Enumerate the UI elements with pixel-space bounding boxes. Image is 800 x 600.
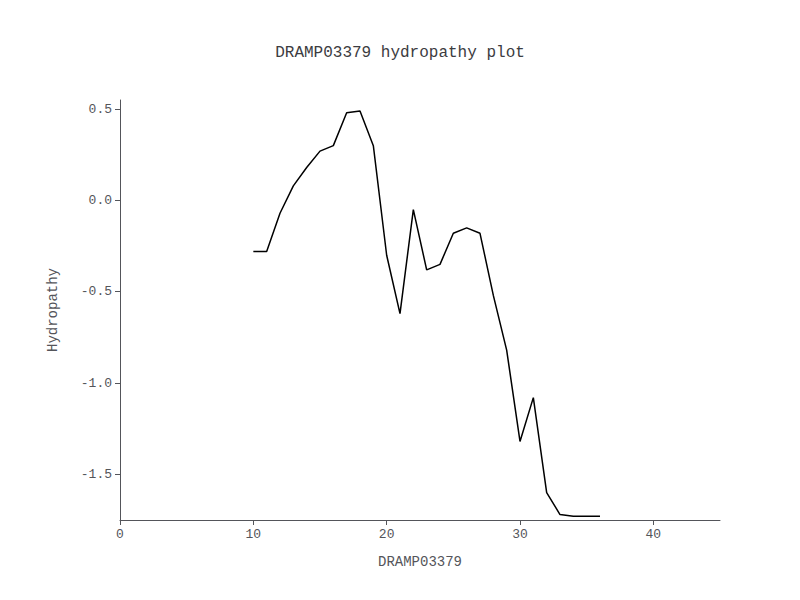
svg-text:-1.0: -1.0 [81, 376, 112, 391]
svg-text:0.5: 0.5 [89, 102, 112, 117]
svg-text:Hydropathy: Hydropathy [45, 268, 61, 352]
svg-text:-1.5: -1.5 [81, 467, 112, 482]
svg-text:DRAMP03379: DRAMP03379 [378, 554, 462, 570]
svg-text:-0.5: -0.5 [81, 284, 112, 299]
svg-text:0.0: 0.0 [89, 193, 112, 208]
svg-text:0: 0 [116, 527, 124, 542]
svg-text:10: 10 [246, 527, 262, 542]
svg-text:20: 20 [379, 527, 395, 542]
svg-text:30: 30 [512, 527, 528, 542]
svg-text:40: 40 [646, 527, 662, 542]
svg-text:DRAMP03379 hydropathy plot: DRAMP03379 hydropathy plot [275, 44, 525, 62]
